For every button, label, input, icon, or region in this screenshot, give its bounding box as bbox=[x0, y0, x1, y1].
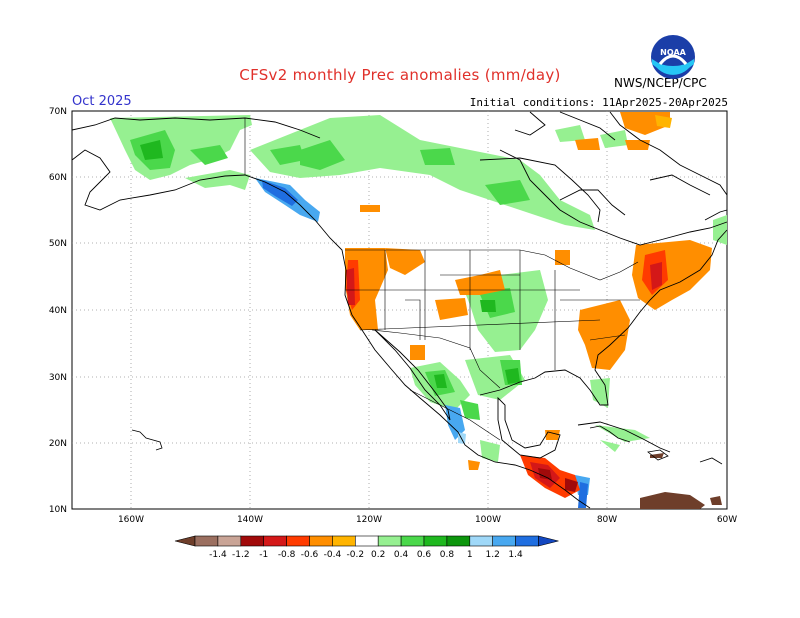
colorbar-tick-label: 1 bbox=[467, 550, 473, 560]
colorbar-box bbox=[194, 535, 219, 547]
colorbar-box bbox=[446, 535, 471, 547]
lon-label: 140W bbox=[237, 515, 263, 525]
lon-label: 60W bbox=[717, 515, 737, 525]
colorbar-box bbox=[492, 535, 516, 547]
colorbar-tick-label: -0.2 bbox=[347, 550, 365, 560]
svg-text:NOAA: NOAA bbox=[660, 48, 686, 57]
lat-label: 10N bbox=[49, 505, 67, 515]
initial-conditions-label: Initial conditions: 11Apr2025-20Apr2025 bbox=[469, 96, 728, 109]
colorbar-tick-label: -0.4 bbox=[324, 550, 342, 560]
valid-month-label: Oct 2025 bbox=[72, 94, 132, 109]
colorbar-box bbox=[377, 535, 402, 547]
colorbar-tick-label: 0.4 bbox=[394, 550, 409, 560]
lat-label: 40N bbox=[49, 306, 67, 316]
colorbar-box bbox=[469, 535, 493, 547]
colorbar-tick-label: 1.4 bbox=[508, 550, 523, 560]
colorbar-tick-label: 0.2 bbox=[371, 550, 385, 560]
colorbar-high-end bbox=[538, 535, 559, 547]
colorbar-box bbox=[286, 535, 310, 547]
lon-label: 100W bbox=[475, 515, 501, 525]
noaa-logo-icon: NOAA bbox=[651, 35, 695, 79]
colorbar-box bbox=[263, 535, 287, 547]
colorbar-tick-label: -1 bbox=[259, 550, 268, 560]
colorbar-box bbox=[217, 535, 242, 547]
colorbar-box bbox=[515, 535, 539, 547]
colorbar-tick-label: -0.6 bbox=[301, 550, 319, 560]
lon-label: 80W bbox=[597, 515, 617, 525]
colorbar-tick-label: -1.4 bbox=[209, 550, 227, 560]
map-title: CFSv2 monthly Prec anomalies (mm/day) bbox=[239, 66, 561, 84]
political-boundaries bbox=[244, 118, 640, 441]
lat-label: 50N bbox=[49, 239, 67, 249]
colorbar-box bbox=[423, 535, 448, 547]
lon-label: 160W bbox=[118, 515, 144, 525]
colorbar-tick-label: 1.2 bbox=[486, 550, 500, 560]
colorbar-box bbox=[400, 535, 425, 547]
islands bbox=[131, 425, 723, 465]
lat-label: 70N bbox=[49, 107, 67, 117]
colorbar-legend: -1.4 -1.2 -1 -0.8 -0.6 -0.4 -0.2 0.2 0.4 0.6 0.8 1 1… bbox=[174, 535, 559, 560]
lat-label: 30N bbox=[49, 373, 67, 383]
anomaly-shading bbox=[110, 112, 727, 509]
colorbar-box bbox=[332, 535, 356, 547]
lat-label: 60N bbox=[49, 173, 67, 183]
colorbar-box bbox=[309, 535, 333, 547]
lon-axis-labels: 160W 140W 120W 100W 80W 60W bbox=[118, 515, 737, 525]
lon-label: 120W bbox=[356, 515, 382, 525]
lat-label: 20N bbox=[49, 439, 67, 449]
colorbar-tick-label: -1.2 bbox=[232, 550, 250, 560]
colorbar-low-end bbox=[174, 535, 196, 547]
coastlines bbox=[71, 111, 728, 509]
colorbar-tick-label: -0.8 bbox=[278, 550, 296, 560]
colorbar-tick-label: 0.6 bbox=[417, 550, 432, 560]
colorbar-tick-label: 0.8 bbox=[440, 550, 455, 560]
graticule bbox=[72, 111, 727, 509]
colorbar-box bbox=[240, 535, 265, 547]
lat-axis-labels: 70N 60N 50N 40N 30N 20N 10N bbox=[49, 107, 67, 515]
agency-label: NWS/NCEP/CPC bbox=[614, 76, 707, 90]
map-frame bbox=[71, 110, 728, 510]
colorbar-box bbox=[354, 535, 379, 547]
